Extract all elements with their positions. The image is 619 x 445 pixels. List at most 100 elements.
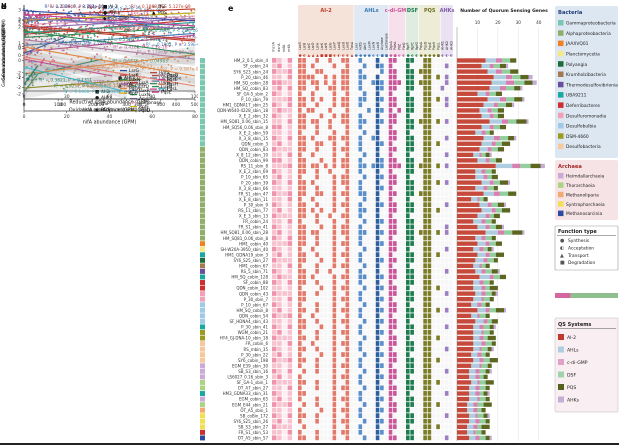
qs-cell <box>427 119 432 124</box>
bin-label: FR_S1_sbin_47 <box>238 191 268 196</box>
qs-cell <box>427 107 432 113</box>
qs-cell <box>410 141 414 147</box>
qs-count-bar-segment <box>489 241 496 246</box>
qs-count-bar-segment <box>457 219 474 224</box>
qs-count-bar-segment <box>497 269 500 274</box>
qs-cell <box>406 91 410 97</box>
qs-cell <box>427 385 432 391</box>
legend-bacteria-title: Bacteria <box>558 10 583 16</box>
meta-cell <box>272 58 277 63</box>
meta-cell <box>287 268 293 274</box>
qs-count-bar-segment <box>457 263 474 269</box>
qs-cell <box>393 102 397 108</box>
qs-count-bar-segment <box>483 330 490 335</box>
qs-cell <box>423 429 427 435</box>
qs-cell <box>375 107 380 113</box>
qs-count-bar-segment <box>471 352 478 357</box>
qs-cell <box>345 257 350 263</box>
x-tick-label: 400 <box>157 102 166 108</box>
qs-count-bar-segment <box>469 385 476 391</box>
function-type-marker: ■ <box>381 54 384 58</box>
qs-group-label: AHLs <box>364 8 378 14</box>
meta-cell <box>272 74 277 80</box>
qs-cell <box>315 302 319 307</box>
meta-cell <box>287 307 293 313</box>
qs-cell <box>388 368 393 374</box>
function-type-marker: ◐ <box>450 54 453 58</box>
qs-count-bar-segment <box>491 235 496 241</box>
meta-cell <box>272 191 277 196</box>
qs-count-bar-segment <box>479 374 484 380</box>
qs-cell <box>358 169 363 174</box>
qs-cell <box>332 291 337 296</box>
qs-cell <box>362 96 367 102</box>
qs-cell <box>436 379 440 385</box>
legend-bacteria: BacteriaGammaproteobacteriaAlphaproteoba… <box>555 6 618 158</box>
qs-cell <box>427 324 432 330</box>
qs-cell <box>298 196 302 202</box>
qs-cell <box>341 429 345 435</box>
heatmap-row: P_30_sbin_7 <box>200 296 494 302</box>
qs-cell <box>410 146 414 152</box>
qs-cell <box>332 274 337 280</box>
meta-cell <box>287 407 293 413</box>
qs-count-bar-segment <box>495 308 504 313</box>
legend-symbol-glyph: ■ <box>103 5 107 10</box>
qs-cell <box>388 96 393 102</box>
qs-cell <box>406 313 410 319</box>
qs-cell <box>423 174 427 180</box>
bin-label: SB_S3_sbin_27 <box>238 424 268 429</box>
qs-count-bar-segment <box>483 280 490 285</box>
meta-cell <box>272 274 277 280</box>
heatmap-row: X_3_8_sbin_66 <box>200 185 498 191</box>
qs-count-bar-segment <box>485 352 490 357</box>
legend-color-label: LsrK <box>129 73 139 79</box>
qs-cell <box>345 85 350 91</box>
qs-cell <box>388 185 393 191</box>
qs-cell <box>358 235 363 241</box>
qs-count-bar-segment <box>485 58 496 63</box>
legend-color-label: Lactonase <box>139 100 162 106</box>
qs-cell <box>358 135 363 141</box>
bin-label: OT_A5_sbin_1 <box>240 408 268 413</box>
bar-axis-tick: 20 <box>495 20 501 25</box>
meta-cell <box>272 246 277 252</box>
qs-cell <box>418 69 423 74</box>
qs-cell <box>362 91 367 97</box>
qs-cell <box>427 285 432 291</box>
qs-cell <box>375 63 380 69</box>
qs-count-bar-segment <box>457 158 478 163</box>
qs-count-bar-segment <box>477 413 484 418</box>
taxon-class-strip <box>200 69 205 75</box>
qs-cell <box>345 357 350 363</box>
qs-count-bar-segment <box>475 174 484 180</box>
qs-cell <box>345 174 350 180</box>
function-type-marker: ◐ <box>446 54 449 58</box>
qs-cell <box>423 207 427 213</box>
meta-cell <box>277 85 282 91</box>
qs-cell <box>328 135 332 141</box>
legend-function-type: Function type● Synthesis◐ Acceptation▲ Tran… <box>554 225 619 271</box>
meta-cell <box>282 402 287 407</box>
qs-cell <box>315 357 319 363</box>
y-tick-label: -1 <box>17 75 22 81</box>
qs-cell <box>406 391 410 396</box>
qs-cell <box>388 124 393 130</box>
qs-count-bar-segment <box>477 241 486 246</box>
qs-cell <box>298 102 302 108</box>
qs-cell <box>298 346 302 352</box>
qs-count-bar-segment <box>520 163 531 169</box>
meta-cell <box>277 391 282 396</box>
regression-line <box>23 46 196 77</box>
qs-count-bar-segment <box>469 419 476 424</box>
legend-archaea: ArchaeaHeimdallarchaeiaThorarchaeiaMetha… <box>555 160 618 220</box>
x-tick-label: 100 <box>58 102 67 108</box>
qs-count-bar-segment <box>471 363 480 368</box>
qs-count-bar-segment <box>475 413 478 418</box>
meta-cell <box>282 324 287 330</box>
qs-count-bar-segment <box>473 296 482 302</box>
bin-label: HM_SQ_cobin_8 <box>236 308 268 313</box>
qs-cell <box>375 91 380 97</box>
meta-cell <box>282 363 287 369</box>
qs-cell <box>393 74 397 80</box>
